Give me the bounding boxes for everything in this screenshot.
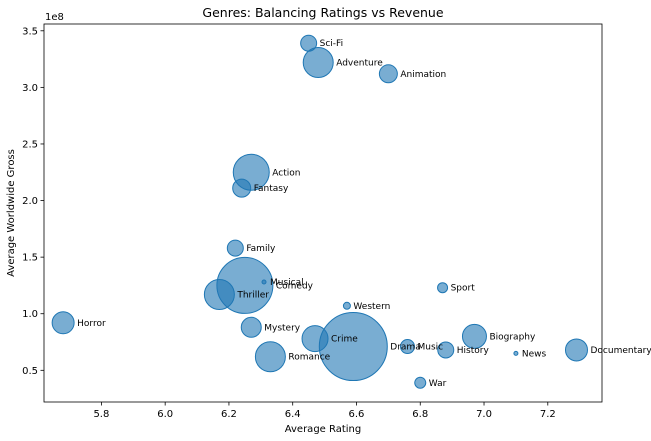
bubble-biography [461,323,487,349]
bubble-news [513,350,519,356]
point-label: Romance [288,353,330,363]
point-label: Family [246,244,276,254]
x-tick-label: 6.8 [412,409,428,420]
point-label: News [522,349,547,359]
point-label: Documentary [590,346,651,356]
y-tick-label: 0.5 [22,366,38,377]
y-scale-label: 1e8 [45,12,64,23]
x-axis-label: Average Rating [285,424,361,435]
x-tick-label: 5.8 [93,409,109,420]
bubble-history [437,341,455,359]
bubble-sport [437,282,449,294]
point-label: Musical [270,278,304,288]
point-label: Drama [390,343,420,353]
point-label: War [429,379,447,389]
chart-title: Genres: Balancing Ratings vs Revenue [202,5,443,20]
bubble-adventure [302,46,334,78]
plot-frame [43,23,603,403]
point-label: Biography [489,332,536,342]
bubble-family [226,239,244,257]
y-tick-label: 3.0 [22,83,38,94]
point-label: Comedy [276,281,314,291]
x-tick-label: 7.0 [476,409,492,420]
bubble-thriller [203,278,235,310]
points-layer: Sci-Fi Adventure Animation Action Fantasy Fam… [51,34,651,389]
bubble-documentary [564,338,588,362]
point-label: Fantasy [254,184,289,194]
point-label: Horror [77,319,106,329]
y-axis-label: Average Worldwide Gross [6,149,17,277]
y-tick-label: 3.5 [22,26,38,37]
point-label: Adventure [336,58,383,68]
x-tick-label: 7.2 [540,409,556,420]
y-tick-label: 1.0 [22,309,38,320]
x-tick-label: 6.0 [157,409,173,420]
point-label: Action [272,168,300,178]
bubble-war [414,376,427,389]
point-label: Sci-Fi [320,39,343,49]
y-tick-label: 2.0 [22,196,38,207]
y-axis: 0.5 1.0 1.5 2.0 2.5 3.0 3.5 [22,26,44,377]
bubble-music [399,339,415,355]
x-tick-label: 6.4 [285,409,301,420]
bubble-mystery [240,316,262,338]
x-tick-label: 6.6 [349,409,365,420]
point-label: Music [417,343,443,353]
point-label: History [457,346,490,356]
point-label: Animation [400,70,446,80]
point-label: Thriller [236,290,269,300]
bubble-romance [254,341,286,373]
x-axis: 5.8 6.0 6.2 6.4 6.6 6.8 7.0 7.2 [93,402,556,420]
y-tick-label: 2.5 [22,139,38,150]
bubble-horror [51,311,75,335]
bubble-western [342,301,351,310]
x-tick-label: 6.2 [221,409,237,420]
bubble-animation [378,64,398,84]
y-tick-label: 1.5 [22,253,38,264]
point-label: Mystery [264,323,301,333]
bubble-drama [318,312,388,382]
point-label: Sport [451,284,476,294]
bubble-fantasy [232,178,252,198]
point-label: Crime [331,335,358,345]
point-label: Western [353,302,390,312]
